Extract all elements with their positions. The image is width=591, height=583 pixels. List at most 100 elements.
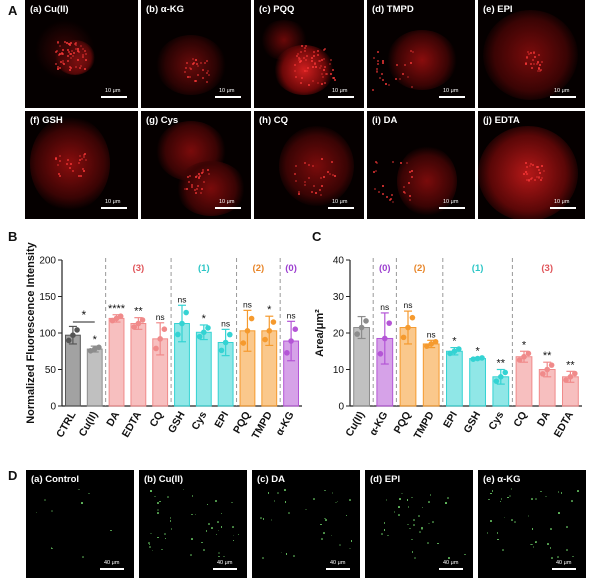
category-label: EPI — [441, 409, 460, 430]
micrograph-label: (e) EPI — [483, 4, 513, 15]
category-label: CQ — [511, 410, 529, 430]
data-point — [521, 353, 527, 360]
y-tick-label: 150 — [39, 292, 56, 303]
bar — [130, 323, 147, 407]
bar — [422, 343, 440, 407]
data-point — [65, 337, 72, 344]
data-point — [451, 348, 458, 355]
data-point — [470, 356, 476, 363]
micrograph-label: (i) DA — [372, 115, 398, 126]
y-tick-label: 200 — [39, 256, 56, 267]
data-point — [363, 318, 369, 324]
scale-bar-label: 10 μm — [332, 88, 348, 94]
significance-label: * — [522, 339, 527, 351]
significance-label: * — [93, 334, 98, 346]
chart-c-area: 0 10 20 30 40 Area/μm² (0) (2) (1) (3) Cu(II) ns α-K… — [314, 256, 582, 441]
significance-label: ns — [156, 312, 165, 322]
data-point — [244, 328, 251, 334]
data-point — [377, 351, 384, 357]
y-tick-label: 30 — [333, 292, 345, 303]
scale-bar-label: 10 μm — [554, 88, 570, 94]
micrograph-d-control: (a) Control 40 μm — [26, 470, 134, 578]
scale-bar-label: 10 μm — [554, 199, 570, 205]
data-point — [284, 350, 290, 356]
data-point — [74, 327, 80, 333]
y-axis-label: Normalized Fluorescence Intensity — [25, 241, 37, 423]
y-axis-label: Area/μm² — [314, 309, 326, 357]
micrograph-label: (f) GSH — [30, 115, 63, 126]
significance-label: ns — [287, 310, 296, 320]
data-point — [502, 369, 509, 376]
category-label: α-KG — [273, 410, 296, 438]
data-point — [423, 343, 430, 349]
scale-bar-label: 10 μm — [219, 199, 235, 205]
significance-label: * — [475, 345, 480, 357]
micrograph-label: (d) TMPD — [372, 4, 414, 15]
y-tick-label: 40 — [333, 256, 345, 267]
scale-bar-label: 10 μm — [332, 199, 348, 205]
category-label: DA — [535, 409, 553, 428]
data-point — [516, 357, 523, 363]
data-point — [96, 344, 102, 351]
data-point — [157, 336, 163, 342]
scale-bar-label: 10 μm — [105, 88, 121, 94]
scale-bar-label: 40 μm — [556, 560, 572, 566]
data-point — [131, 324, 138, 330]
micrograph-label: (b) Cu(II) — [144, 474, 184, 485]
data-point — [135, 320, 142, 327]
micrograph-label: (b) α-KG — [146, 4, 185, 15]
data-point — [400, 334, 407, 341]
y-tick-label: 20 — [333, 329, 345, 340]
significance-label: ns — [380, 302, 389, 312]
category-label: α-KG — [367, 410, 390, 438]
micrograph-a-cys: (g) Cys 10 μm — [141, 111, 251, 219]
panel-letter-a: A — [8, 3, 18, 18]
data-point — [474, 355, 481, 362]
significance-label: ns — [221, 318, 230, 328]
micrograph-a-cuii: (a) Cu(II) 10 μm — [25, 0, 138, 108]
panel-letter-d: D — [8, 468, 18, 483]
data-point — [358, 324, 365, 331]
significance-label: ** — [566, 359, 575, 371]
data-point — [493, 378, 500, 384]
category-label: CTRL — [54, 409, 79, 440]
data-point — [288, 338, 294, 344]
group-label: (3) — [541, 263, 553, 274]
category-label: Cu(II) — [343, 410, 367, 439]
significance-label: ns — [243, 299, 252, 309]
bar — [108, 317, 125, 407]
category-label: TMPD — [412, 409, 437, 441]
significance-label: * — [452, 336, 457, 348]
scale-bar-label: 40 μm — [330, 560, 346, 566]
data-point — [139, 317, 146, 323]
bar — [515, 356, 533, 407]
category-label: Cu(II) — [77, 410, 101, 439]
data-point — [240, 340, 247, 346]
significance-label: * — [267, 304, 272, 316]
micrograph-a-akg: (b) α-KG 10 μm — [141, 0, 251, 108]
group-label: (1) — [472, 263, 484, 274]
bracket-significance-label: * — [81, 308, 86, 322]
data-point — [113, 315, 120, 322]
category-label: GSH — [166, 410, 188, 436]
group-label: (2) — [253, 263, 265, 274]
bar — [195, 331, 212, 407]
significance-label: **** — [108, 303, 126, 315]
bar — [469, 358, 486, 407]
micrograph-a-da: (i) DA 10 μm — [367, 111, 475, 219]
micrograph-a-edta: (j) EDTA 10 μm — [478, 111, 585, 219]
data-point — [447, 350, 453, 357]
significance-label: ns — [427, 329, 436, 339]
group-label: (3) — [133, 263, 145, 274]
category-label: PQQ — [231, 410, 253, 436]
data-point — [548, 362, 555, 368]
category-label: EDTA — [552, 409, 577, 439]
group-label: (2) — [414, 263, 426, 274]
bar — [86, 348, 103, 407]
micrograph-a-cq: (h) CQ 10 μm — [254, 111, 364, 219]
micrograph-label: (a) Control — [31, 474, 80, 485]
data-point — [183, 309, 189, 316]
panel-letter-b: B — [8, 229, 18, 244]
data-point — [117, 313, 124, 320]
bar — [64, 334, 81, 407]
